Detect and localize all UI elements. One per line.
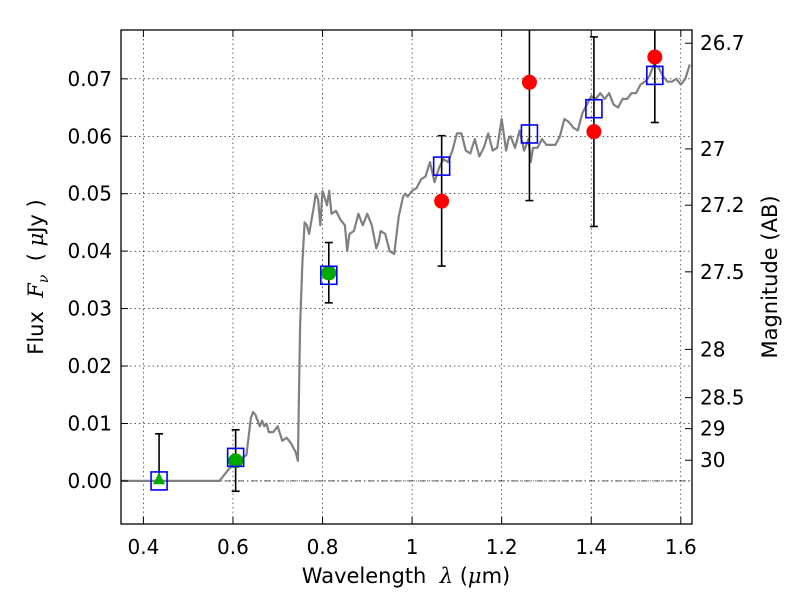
model-photometry-box <box>585 98 603 119</box>
y2-tick-label: 30 <box>700 448 725 472</box>
y2-tick-label: 28.5 <box>700 386 745 410</box>
y-tick-label: 0.03 <box>67 297 112 321</box>
axis-ticks: 0.4 0.6 0.8 1 1.2 1.4 1.6 0.00 0.01 0.02 0.03 0.04 0… <box>67 30 745 559</box>
x-tick-label: 1.4 <box>575 535 607 559</box>
observed-point <box>647 49 663 65</box>
model-photometry-box <box>226 447 245 468</box>
x-tick-label: 0.4 <box>127 535 159 559</box>
model-spectrum-line <box>121 63 691 482</box>
plot-frame <box>120 29 693 525</box>
x-tick-label: 0.8 <box>307 535 339 559</box>
observed-point <box>153 472 166 485</box>
model-photometry-box <box>520 124 539 144</box>
x-axis-label: Wavelength λ (μm) <box>302 564 510 588</box>
y2-tick-label: 27.5 <box>700 260 745 284</box>
plot-area <box>121 30 692 524</box>
data-points <box>150 30 664 493</box>
y2-tick-label: 27.2 <box>700 193 745 217</box>
y-tick-label: 0.06 <box>67 124 112 148</box>
x-tick-label: 0.6 <box>217 535 249 559</box>
y-tick-label: 0.00 <box>67 469 112 493</box>
observed-point <box>586 124 602 140</box>
y-tick-label: 0.07 <box>67 67 112 91</box>
y-tick-label: 0.02 <box>67 354 112 378</box>
y2-tick-label: 27 <box>700 137 725 161</box>
model-spectrum-group <box>121 63 691 482</box>
x-tick-label: 1.6 <box>665 535 697 559</box>
model-photometry-box <box>319 265 338 286</box>
x-tick-label: 1.2 <box>486 535 518 559</box>
model-photometry-box <box>150 471 168 491</box>
y-tick-label: 0.04 <box>67 239 112 263</box>
y2-axis-label: Magnitude (AB) <box>758 195 782 358</box>
y-tick-label: 0.05 <box>67 182 112 206</box>
observed-point <box>434 193 450 209</box>
observed-point <box>521 74 537 90</box>
observed-point <box>321 265 337 281</box>
y2-tick-label: 29 <box>700 417 725 441</box>
observed-point <box>228 453 244 469</box>
y-axis-label: Flux Fν ( μJy ) <box>24 199 52 354</box>
y2-tick-label: 26.7 <box>700 31 745 55</box>
y-tick-label: 0.01 <box>67 411 112 435</box>
model-photometry-box <box>432 156 451 176</box>
x-tick-label: 1 <box>406 535 419 559</box>
model-photometry-box <box>646 65 664 86</box>
y2-tick-label: 28 <box>700 337 725 361</box>
